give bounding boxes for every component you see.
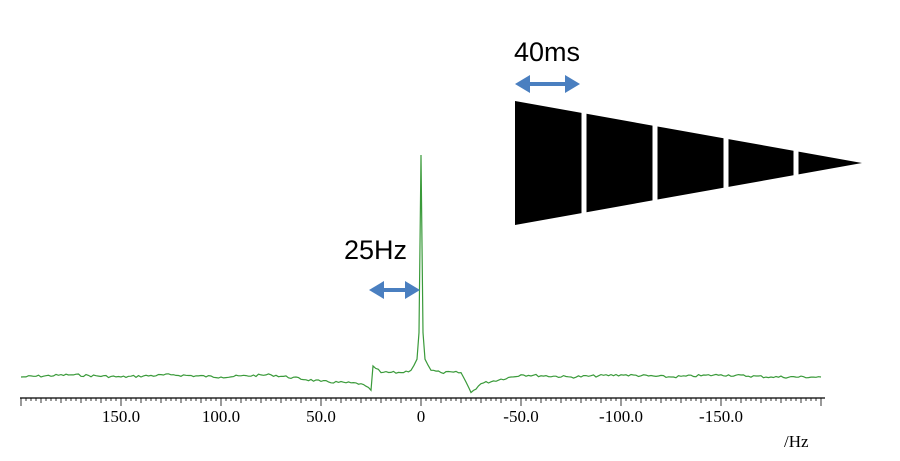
time-interval-annotation: 40ms [514,37,580,93]
x-tick-label: 0 [417,407,426,426]
decay-envelope-segment [798,151,862,175]
x-tick-label: -150.0 [699,407,743,426]
x-tick-label: 100.0 [202,407,240,426]
linewidth-annotation: 25Hz [344,235,420,299]
decay-envelope-segment [515,101,582,225]
x-tick-label: -50.0 [503,407,538,426]
time-interval-double-arrow [515,75,580,93]
linewidth-double-arrow [369,281,420,299]
decay-envelope [515,101,862,225]
decay-envelope-segment [657,126,724,200]
x-axis-major-ticks [20,398,822,406]
linewidth-label: 25Hz [344,235,407,265]
decay-envelope-segment [586,113,653,213]
x-tick-label: -100.0 [599,407,643,426]
decay-envelope-segment [728,139,794,187]
x-axis-tick-labels: 150.0 100.0 50.0 0 -50.0 -100.0 -150.0 [102,407,743,426]
x-axis: 150.0 100.0 50.0 0 -50.0 -100.0 -150.0 /Hz [20,397,825,451]
x-tick-label: 50.0 [306,407,336,426]
spectrum-line [20,154,822,394]
x-tick-label: 150.0 [102,407,140,426]
x-axis-minor-ticks [25,398,817,403]
time-interval-label: 40ms [514,37,580,67]
x-axis-unit-label: /Hz [784,432,809,451]
